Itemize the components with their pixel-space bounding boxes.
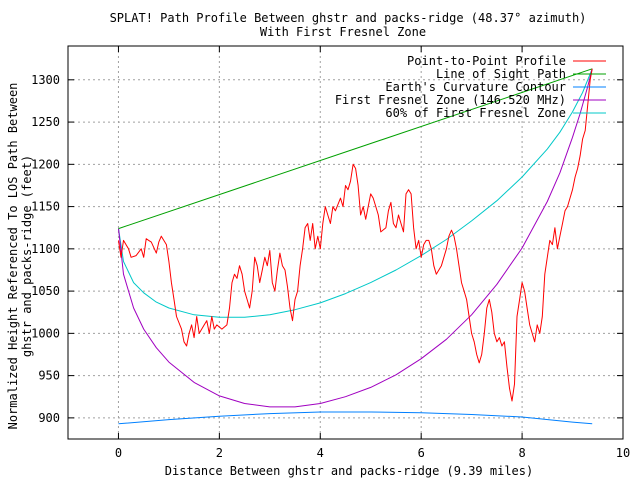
legend-label: Line of Sight Path [436, 67, 566, 81]
y-axis-label-line-2: ghstr and packs-ridge (feet) [20, 155, 34, 357]
series-line-0 [118, 68, 593, 402]
y-tick-label: 1250 [31, 115, 60, 129]
legend-label: Earth's Curvature Contour [385, 80, 566, 94]
plot-border [67, 45, 624, 440]
series-group [118, 68, 593, 425]
chart-title: SPLAT! Path Profile Between ghstr and pa… [110, 11, 587, 25]
series-line-1 [118, 68, 593, 230]
x-tick-label: 2 [216, 446, 223, 460]
x-tick-label: 6 [418, 446, 425, 460]
legend-label: Point-to-Point Profile [407, 54, 566, 68]
y-tick-label: 1200 [31, 157, 60, 171]
y-axis-label-line-1: Normalized Height Referenced To LOS Path… [6, 83, 20, 430]
axis-ticks: 0 2 4 6 8 10 900 950 1000 1050 1100 1150 1200 1250 130… [31, 46, 630, 460]
series-line-3 [118, 68, 593, 408]
x-tick-label: 10 [616, 446, 630, 460]
y-tick-label: 950 [38, 369, 60, 383]
x-tick-label: 0 [115, 446, 122, 460]
legend-label: 60% of First Fresnel Zone [385, 106, 566, 120]
y-tick-label: 1300 [31, 73, 60, 87]
y-tick-label: 1100 [31, 242, 60, 256]
legend-label: First Fresnel Zone (146.520 MHz) [335, 93, 566, 107]
y-tick-label: 1000 [31, 326, 60, 340]
series-line-4 [118, 68, 593, 318]
x-axis-label: Distance Between ghstr and packs-ridge (… [165, 464, 533, 478]
chart-subtitle: With First Fresnel Zone [260, 25, 426, 39]
y-tick-label: 900 [38, 411, 60, 425]
x-tick-label: 8 [518, 446, 525, 460]
y-tick-label: 1150 [31, 200, 60, 214]
series-line-2 [118, 411, 593, 425]
y-tick-label: 1050 [31, 284, 60, 298]
x-tick-label: 4 [317, 446, 324, 460]
